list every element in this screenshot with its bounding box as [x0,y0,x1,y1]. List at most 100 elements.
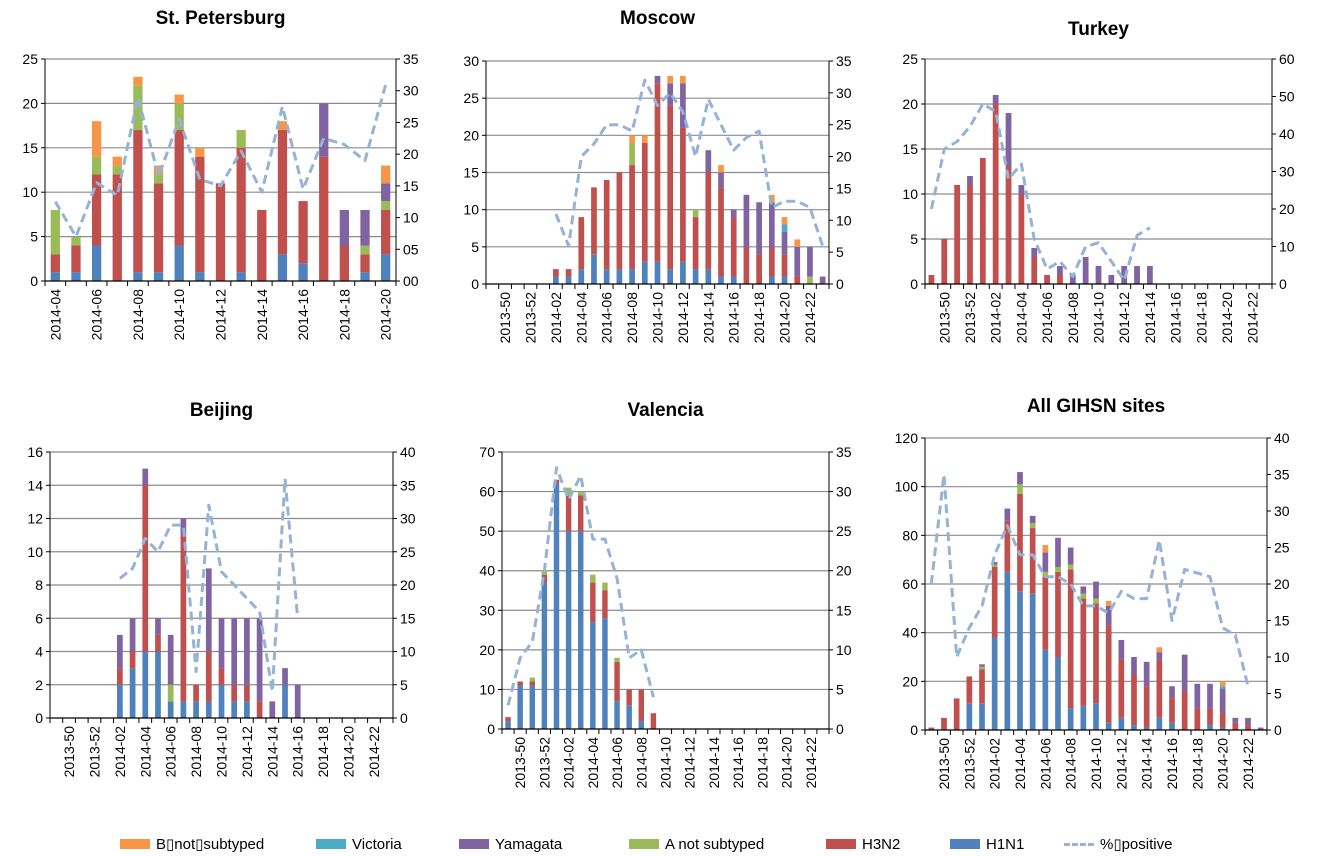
y-tick-label: 6 [35,610,43,626]
bar-h3n2 [133,130,143,273]
y-tick-label: 10 [902,186,918,202]
y-tick-label: 25 [22,51,38,67]
x-tick-label: 2014-04 [47,289,63,341]
y-tick-label: 50 [479,523,495,539]
x-tick-label: 2014-12 [682,737,698,789]
bar-yamagata [381,183,391,202]
x-tick-label: 2014-08 [1065,292,1081,344]
bar-h3n2 [174,130,184,246]
bar-h1n1 [117,684,123,718]
y-tick-label: 0 [910,276,918,292]
x-tick-label: 2014-08 [633,737,649,789]
bar-yamagata [155,618,161,635]
bar-yamagata [1118,639,1125,660]
x-tick-label: 2014-16 [290,726,306,778]
bar-h3n2 [553,269,559,277]
bar-yamagata [180,518,187,536]
y2-tick-label: 10 [1279,239,1295,255]
y-tick-label: 25 [463,90,479,106]
bar-yamagata [269,701,276,718]
bar-yamagata [1018,185,1025,194]
x-tick-label: 2013-52 [522,292,538,344]
bar-h3n2 [979,669,985,704]
bar-h3n2 [1232,722,1239,730]
y-tick-label: 5 [471,239,479,255]
bar-yamagata [807,246,813,277]
bar-a-not-subtyped [602,582,608,591]
bar-yamagata [218,618,225,669]
x-tick-label: 2014-08 [1063,738,1079,790]
x-tick-label: 2013-50 [497,292,513,344]
bar-h3n2 [641,142,648,262]
y2-tick-label: 15 [836,602,852,618]
chart-turkey: Turkey 0 5 10 15 20 25 0 10 20 30 40 50 60 2013-50 2013… [902,19,1294,343]
x-tick-label: 2014-02 [548,292,564,344]
bar-yamagata [730,209,737,218]
bar-h3n2 [979,158,986,284]
bar-a-not-subtyped [1093,598,1099,604]
bar-a-not-subtyped [236,130,246,148]
bar-b-not-subtyped [1105,601,1112,606]
bar-h3n2 [215,183,226,281]
bar-h1n1 [142,651,149,718]
bar-h1n1 [979,703,985,730]
chart-title: Beijing [190,400,253,421]
x-tick-label: 2013-52 [962,292,978,344]
bar-h1n1 [1042,649,1049,730]
bar-h3n2 [117,668,123,685]
bar-h3n2 [1143,686,1150,728]
bar-yamagata [781,231,788,255]
x-tick-label: 2013-50 [512,737,528,789]
x-tick-label: 2014-12 [1116,292,1132,344]
x-tick-label: 2014-08 [188,726,204,778]
bar-a-not-subtyped [112,165,122,175]
legend-label-victoria: Victoria [352,835,402,853]
bar-b-not-subtyped [277,121,288,131]
bar-a-not-subtyped [153,174,164,184]
bar-b-not-subtyped [680,75,686,84]
bar-h1n1 [626,705,632,729]
bar-b-not-subtyped [1156,647,1163,653]
x-tick-label: 2014-14 [264,726,280,778]
y-tick-label: 16 [27,444,43,460]
bar-h1n1 [1017,591,1023,730]
bar-yamagata [231,618,238,685]
bar-h3n2 [650,713,657,729]
y2-tick-label: 20 [1274,576,1290,592]
bar-h1n1 [553,276,559,284]
bar-yamagata [1055,537,1061,567]
bar-a-not-subtyped [1055,566,1061,572]
bar-h3n2 [743,246,750,284]
bar-b-not-subtyped [133,76,143,86]
x-tick-label: 2014-04 [1012,738,1028,790]
bar-h1n1 [244,701,250,718]
y2-tick-label: 15 [1274,613,1290,629]
bar-yamagata [1082,257,1089,284]
chart-st-petersburg: St. Petersburg05101520250005101520253035… [22,8,418,340]
bar-yamagata [256,618,263,702]
bar-h1n1 [590,622,596,729]
bar-h3n2 [941,717,947,730]
bar-h3n2 [1018,194,1025,284]
y-tick-label: 30 [463,53,479,69]
x-tick-label: 2014-14 [1139,738,1155,790]
bar-h1n1 [505,721,511,729]
legend-label-b-not-subtyped: B▯not▯subtyped [156,836,265,853]
bar-h3n2 [991,566,998,638]
x-tick-label: 2014-20 [378,289,394,341]
bar-b-not-subtyped [174,94,184,104]
y2-tick-label: 35 [403,51,419,67]
bar-h1n1 [231,701,238,718]
bar-yamagata [1181,654,1188,692]
bar-yamagata [1080,586,1087,594]
bar-h3n2 [638,689,645,722]
x-tick-label: 2014-16 [730,737,746,789]
y-tick-label: 0 [30,273,38,289]
x-tick-label: 2014-10 [1091,292,1107,344]
bar-yamagata [1143,661,1150,687]
line-percent-positive [929,102,1151,282]
legend-label-h1n1: H1N1 [986,835,1025,853]
y-tick-label: 40 [902,625,918,641]
x-tick-label: 2014-12 [239,726,255,778]
bar-a-not-subtyped [541,570,548,575]
